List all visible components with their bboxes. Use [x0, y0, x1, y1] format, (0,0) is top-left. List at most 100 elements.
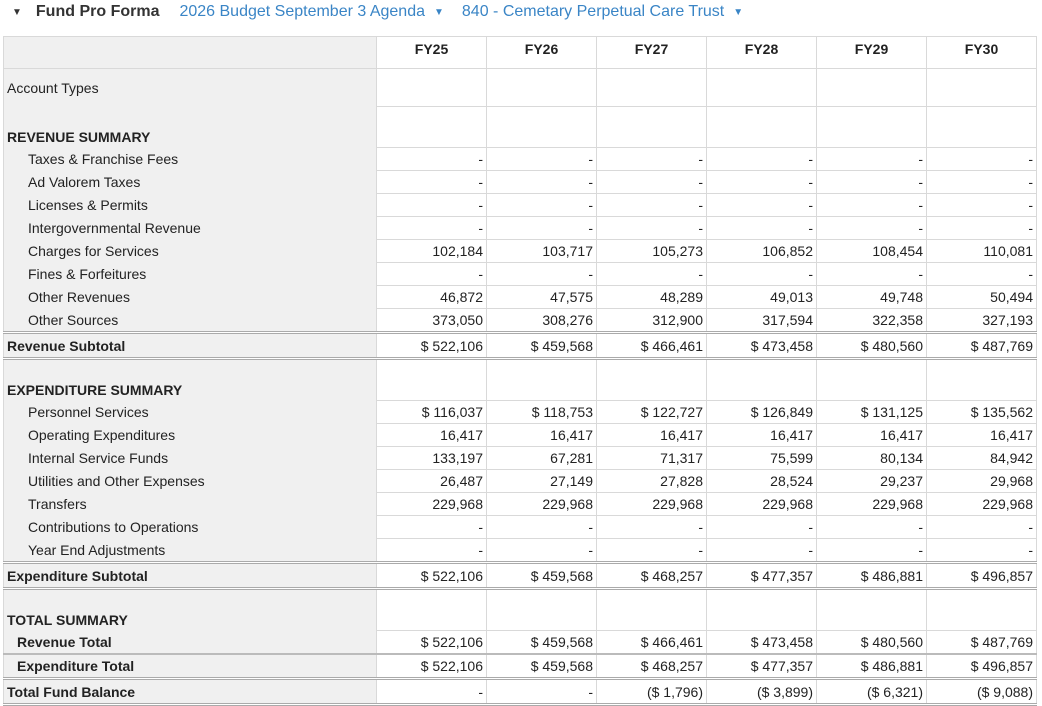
column-header-fy27: FY27 [596, 36, 707, 69]
table-row: Account Types [3, 68, 1037, 107]
value-cell: $ 477,357 [706, 561, 817, 590]
value-cell [706, 358, 817, 401]
value-cell: $ 459,568 [486, 653, 597, 679]
value-cell [486, 358, 597, 401]
value-cell: - [926, 193, 1037, 217]
value-cell: - [376, 262, 487, 286]
value-cell: - [596, 515, 707, 539]
dropdown-arrow-icon: ▼ [434, 6, 444, 18]
value-cell: - [486, 147, 597, 171]
value-cell: $ 459,568 [486, 331, 597, 360]
value-cell: - [706, 193, 817, 217]
value-cell: $ 487,769 [926, 630, 1037, 655]
value-cell: - [816, 193, 927, 217]
table-row: Expenditure Subtotal $ 522,106 $ 459,568 $ … [3, 561, 1037, 590]
value-cell: 75,599 [706, 446, 817, 470]
value-cell: 46,872 [376, 285, 487, 309]
table-row: Transfers 229,968 229,968 229,968 229,968 229… [3, 492, 1037, 516]
value-cell: $ 466,461 [596, 630, 707, 655]
value-cell: 327,193 [926, 308, 1037, 333]
column-header-fy25: FY25 [376, 36, 487, 69]
table-row: EXPENDITURE SUMMARY [3, 358, 1037, 401]
value-cell: $ 473,458 [706, 331, 817, 360]
value-cell [376, 106, 487, 148]
table-row: Total Fund Balance - - ($ 1,796) ($ 3,899) ($… [3, 677, 1037, 706]
column-header-fy26: FY26 [486, 36, 597, 69]
value-cell: 47,575 [486, 285, 597, 309]
value-cell [926, 106, 1037, 148]
table-row: Licenses & Permits - - - - - - [3, 193, 1037, 217]
table-row: REVENUE SUMMARY [3, 106, 1037, 148]
row-label: Licenses & Permits [3, 193, 377, 217]
value-cell: $ 522,106 [376, 561, 487, 590]
value-cell: - [706, 147, 817, 171]
table-row: TOTAL SUMMARY [3, 588, 1037, 631]
value-cell: $ 522,106 [376, 331, 487, 360]
value-cell: 29,968 [926, 469, 1037, 493]
value-cell [596, 588, 707, 631]
value-cell: 84,942 [926, 446, 1037, 470]
row-label: Taxes & Franchise Fees [3, 147, 377, 171]
collapse-caret-icon[interactable]: ▼ [12, 6, 22, 18]
value-cell: - [816, 147, 927, 171]
value-cell: $ 122,727 [596, 400, 707, 424]
value-cell: $ 473,458 [706, 630, 817, 655]
value-cell: 133,197 [376, 446, 487, 470]
value-cell: - [596, 170, 707, 194]
row-label: Ad Valorem Taxes [3, 170, 377, 194]
value-cell: 317,594 [706, 308, 817, 333]
value-cell: - [816, 216, 927, 240]
value-cell: $ 486,881 [816, 561, 927, 590]
value-cell [816, 358, 927, 401]
value-cell: - [376, 515, 487, 539]
row-label: Fines & Forfeitures [3, 262, 377, 286]
value-cell: ($ 1,796) [596, 677, 707, 706]
value-cell: 67,281 [486, 446, 597, 470]
value-cell: - [486, 515, 597, 539]
budget-dropdown[interactable]: 2026 Budget September 3 Agenda ▼ [179, 3, 443, 21]
value-cell: $ 126,849 [706, 400, 817, 424]
value-cell: 16,417 [596, 423, 707, 447]
value-cell: 49,013 [706, 285, 817, 309]
value-cell: 229,968 [816, 492, 927, 516]
value-cell: 48,289 [596, 285, 707, 309]
row-label: Charges for Services [3, 239, 377, 263]
column-header-fy30: FY30 [926, 36, 1037, 69]
value-cell: 50,494 [926, 285, 1037, 309]
row-label: Transfers [3, 492, 377, 516]
value-cell: 373,050 [376, 308, 487, 333]
value-cell: - [596, 262, 707, 286]
value-cell [706, 588, 817, 631]
value-cell: $ 466,461 [596, 331, 707, 360]
value-cell: $ 118,753 [486, 400, 597, 424]
value-cell: - [816, 538, 927, 563]
value-cell: $ 486,881 [816, 653, 927, 679]
value-cell: 71,317 [596, 446, 707, 470]
dropdown-arrow-icon: ▼ [733, 6, 744, 18]
value-cell: - [486, 170, 597, 194]
value-cell: 106,852 [706, 239, 817, 263]
value-cell: - [706, 216, 817, 240]
value-cell [816, 106, 927, 148]
table-row: Other Revenues 46,872 47,575 48,289 49,013 49… [3, 285, 1037, 309]
row-label: Intergovernmental Revenue [3, 216, 377, 240]
value-cell: 229,968 [486, 492, 597, 516]
value-cell [926, 358, 1037, 401]
value-cell: - [816, 170, 927, 194]
value-cell [486, 106, 597, 148]
value-cell: $ 468,257 [596, 561, 707, 590]
value-cell: 16,417 [816, 423, 927, 447]
row-label: EXPENDITURE SUMMARY [3, 358, 377, 401]
value-cell: $ 496,857 [926, 561, 1037, 590]
value-cell: - [706, 262, 817, 286]
value-cell: - [596, 147, 707, 171]
fund-dropdown[interactable]: 840 - Cemetary Perpetual Care Trust ▼ [462, 3, 743, 21]
table-row: Taxes & Franchise Fees - - - - - - [3, 147, 1037, 171]
value-cell: - [816, 515, 927, 539]
value-cell: 102,184 [376, 239, 487, 263]
value-cell: - [926, 216, 1037, 240]
value-cell: 308,276 [486, 308, 597, 333]
value-cell: - [486, 677, 597, 706]
fund-dropdown-label: 840 - Cemetary Perpetual Care Trust [461, 3, 725, 20]
value-cell: - [376, 216, 487, 240]
